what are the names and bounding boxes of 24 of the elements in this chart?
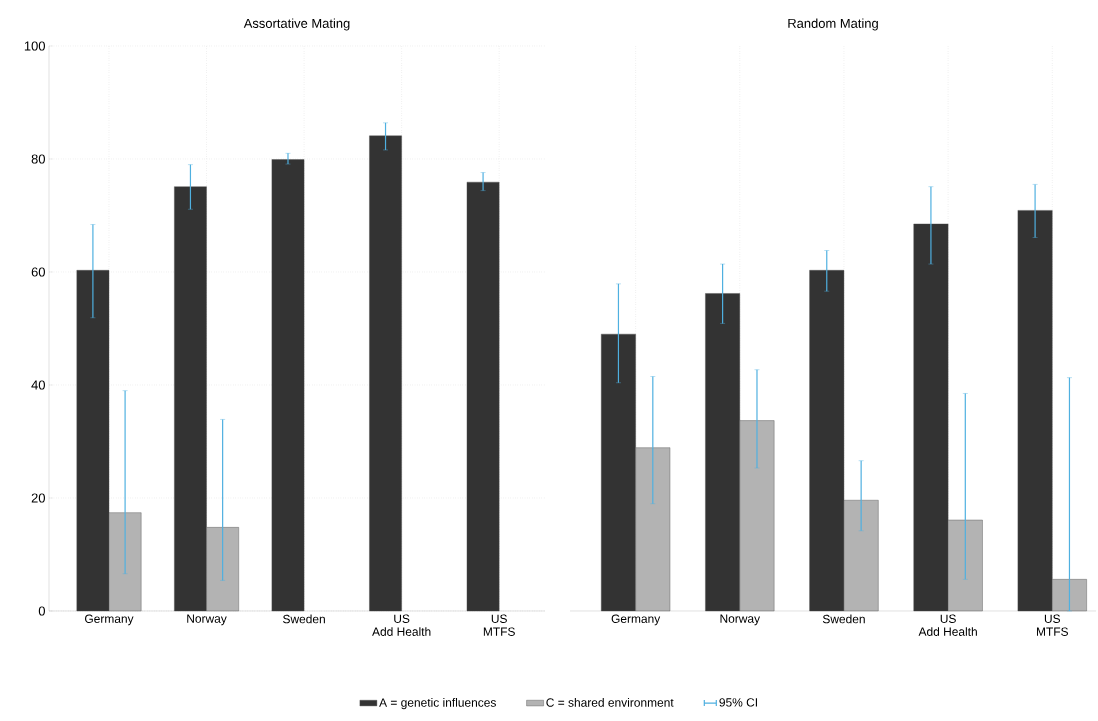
x-tick-label: Germany — [85, 614, 134, 626]
y-tick-label: 20 — [31, 493, 45, 503]
x-tick-label: US MTFS — [1036, 614, 1068, 636]
x-tick-label: Norway — [720, 614, 761, 626]
chart-title: Random Mating — [788, 18, 878, 31]
chart-title: Assortative Mating — [243, 18, 350, 31]
x-tick-label: Germany — [611, 614, 661, 626]
y-tick-label: 80 — [31, 154, 45, 164]
x-tick-label: US MTFS — [483, 614, 515, 636]
x-tick-label: Sweden — [283, 614, 325, 624]
bar — [369, 135, 402, 612]
text: 95% CI — [719, 698, 757, 707]
x-tick-label: Sweden — [822, 614, 865, 624]
y-tick-label: 40 — [31, 380, 45, 390]
x-tick-label: Norway — [187, 614, 227, 626]
legend-label: A = genetic influences — [379, 698, 496, 710]
legend-label: C = shared environment — [546, 698, 674, 707]
y-tick-label: 100 — [24, 41, 45, 51]
y-tick-label: 0 — [38, 606, 45, 616]
x-tick-label: US Add Health — [918, 614, 977, 636]
x-tick-label: US Add Health — [372, 614, 431, 636]
bar — [271, 159, 305, 612]
y-tick-label: 60 — [31, 267, 45, 277]
bar — [466, 181, 500, 612]
